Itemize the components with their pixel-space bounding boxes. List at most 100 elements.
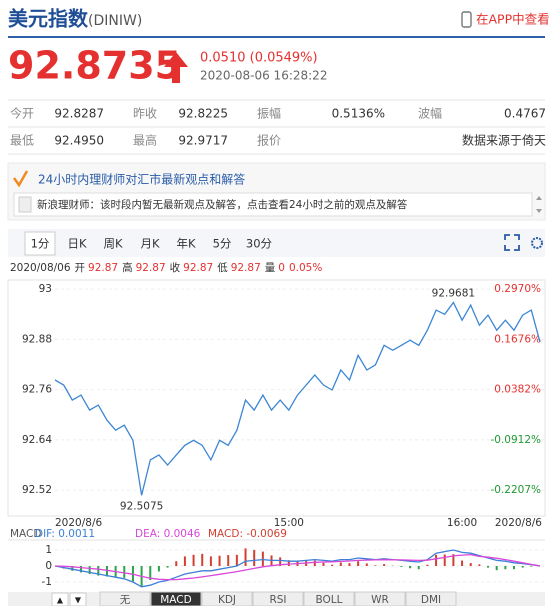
macd-bar [149,566,152,581]
macd-bar [435,554,438,566]
indicator-label[interactable]: 无 [120,594,131,606]
period-tab[interactable]: 1分 [31,237,50,251]
macd-bar [452,554,455,566]
macd-bar [157,566,160,572]
app-link[interactable]: 在APP中查看 [476,12,550,27]
indicator-tab[interactable] [201,591,253,606]
ohlc-line: 2020/08/06 开 92.87 高 92.87 收 92.87 低 92.87 量 0 0.05… [10,261,322,274]
indicator-tab[interactable] [405,591,457,606]
macd-bar [218,555,221,566]
ohlc-part: 0.05% [289,262,322,274]
stat-value: 0.4767 [504,107,546,121]
phone-icon [461,11,472,28]
period-tab[interactable]: 日K [67,237,86,251]
scroll-up [536,196,542,200]
indicator-tab[interactable] [354,591,406,606]
period-tab[interactable]: 年K [176,237,195,251]
time: 2020-08-06 16:28:22 [200,69,327,83]
scroll-down [536,209,542,213]
indicator-tab[interactable] [99,591,151,606]
x-tick-label: 2020/8/6 [55,517,102,529]
y2-tick-label: 0.2970% [494,283,541,295]
series-line [54,301,541,496]
tab-bar [8,229,545,257]
macd-bar [339,562,342,566]
macd-bar [201,553,204,566]
price: 92.8735 [8,44,181,88]
up-arrow [164,52,188,83]
macd-bar [331,564,334,566]
ohlc-part: 高 [122,261,133,274]
macd-bar [175,561,178,566]
macd-bar [478,564,481,566]
ohlc-part: 2020/08/06 [10,262,71,274]
legend-entry: DEA: 0.0046 [135,528,201,540]
macd-bar [183,556,186,566]
macd-bar [313,560,316,566]
indicator-label[interactable]: BOLL [316,594,343,606]
period-tab[interactable]: 周K [103,237,122,251]
macd-bar [253,550,256,566]
y-tick-label: 1 [45,544,52,556]
macd-bar [504,566,507,570]
macd-bar [357,561,360,566]
avatar [18,196,32,213]
indicator-label[interactable]: MACD [160,594,191,606]
period-tab[interactable]: 30分 [246,237,273,251]
macd-bar [166,566,169,568]
y2-tick-label: -0.2207% [490,484,541,496]
macd-bar [287,560,290,566]
indicator-tab[interactable] [303,591,355,606]
macd-bar [409,566,412,569]
stat-label: 报价 [257,133,281,148]
indicator-label[interactable]: DMI [421,594,441,606]
scroll-button[interactable] [51,592,69,606]
macd-bar [417,566,420,570]
news-message[interactable]: 新浪理财师：该时段内暂无最新观点及解答，点击查看24小时之前的观点及解答 [37,198,408,211]
y2-tick-label: 0.1676% [494,333,541,345]
x-tick-label: 16:00 [447,517,477,529]
ohlc-part: 92.87 [183,262,213,274]
chart-frame [7,279,546,517]
stat-label: 振幅 [257,106,281,121]
indicator-tab[interactable] [150,591,202,606]
macd-bar [244,548,247,566]
period-tab[interactable]: 5分 [213,237,232,251]
macd-bar [123,566,126,578]
indicator-label[interactable]: RSI [269,594,286,606]
news-item [13,192,533,217]
ohlc-part: 量 [265,262,276,274]
stat-value: 92.8287 [54,107,104,121]
stat-value: 92.9717 [178,134,228,148]
macd-bar [348,563,351,566]
ohlc-part: 开 [75,262,86,274]
ohlc-part: 0 [278,262,285,274]
legend-entry: DIF: 0.0011 [35,528,95,540]
macd-bar [71,566,74,571]
macd-bar [469,563,472,566]
macd-bar [461,560,464,566]
scroll-glyph[interactable]: ▼ [75,596,82,605]
news-heading[interactable]: 24小时内理财师对汇市最新观点和解答 [38,172,245,187]
macd-bar [97,566,100,576]
period-tab[interactable]: 月K [140,237,159,251]
indicator-label[interactable]: KDJ [218,594,236,606]
macd-bar [209,556,212,566]
scroll-button[interactable] [69,592,87,606]
macd-bar [521,566,524,568]
macd-bar [227,555,230,566]
scroll-glyph[interactable]: ▲ [57,596,64,605]
extreme-label: 92.5075 [120,500,163,512]
stat-value: 92.4950 [54,134,104,148]
y-tick-label: 93 [39,283,52,295]
settings-icon[interactable] [531,237,543,249]
stat-value: 数据来源于倚天 [462,133,546,148]
stat-value: 92.8225 [178,107,228,121]
y-tick-label: 92.88 [22,333,52,345]
macd-bar [495,566,498,571]
indicator-label[interactable]: WR [371,594,389,606]
indicator-tab[interactable] [252,591,304,606]
fullscreen-icon[interactable] [504,234,520,251]
